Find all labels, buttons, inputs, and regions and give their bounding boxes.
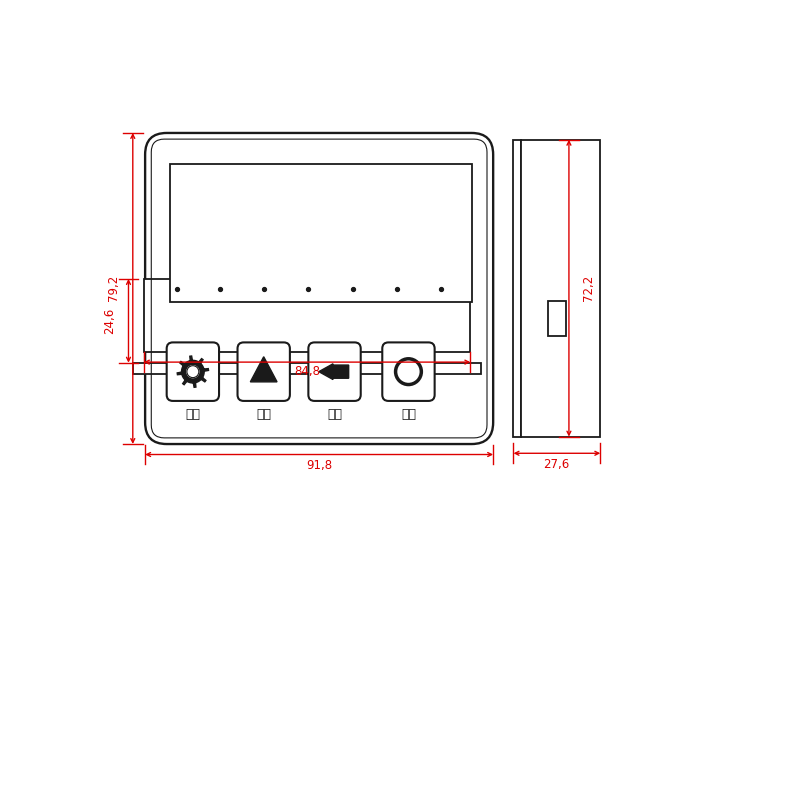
FancyBboxPatch shape [238,342,290,401]
FancyBboxPatch shape [145,133,493,444]
Polygon shape [250,357,277,382]
Text: 增加: 增加 [256,408,271,422]
Bar [144,279,470,352]
Bar [170,164,472,302]
Text: 91,8: 91,8 [306,459,333,472]
Bar [133,362,482,374]
Text: 24,6: 24,6 [103,308,116,334]
Text: 84,8: 84,8 [294,366,320,378]
Text: 确认: 确认 [401,408,416,422]
FancyBboxPatch shape [308,342,361,401]
Polygon shape [319,364,349,379]
FancyBboxPatch shape [166,342,219,401]
Text: 移位: 移位 [327,408,342,422]
Text: 27,6: 27,6 [543,458,570,471]
Polygon shape [178,356,209,387]
Text: 设置: 设置 [186,408,200,422]
Bar [548,301,566,336]
Bar [514,140,522,437]
Circle shape [187,366,199,378]
Text: 79,2: 79,2 [106,275,119,302]
Text: 72,2: 72,2 [582,275,595,302]
FancyBboxPatch shape [382,342,434,401]
Bar [522,140,600,437]
